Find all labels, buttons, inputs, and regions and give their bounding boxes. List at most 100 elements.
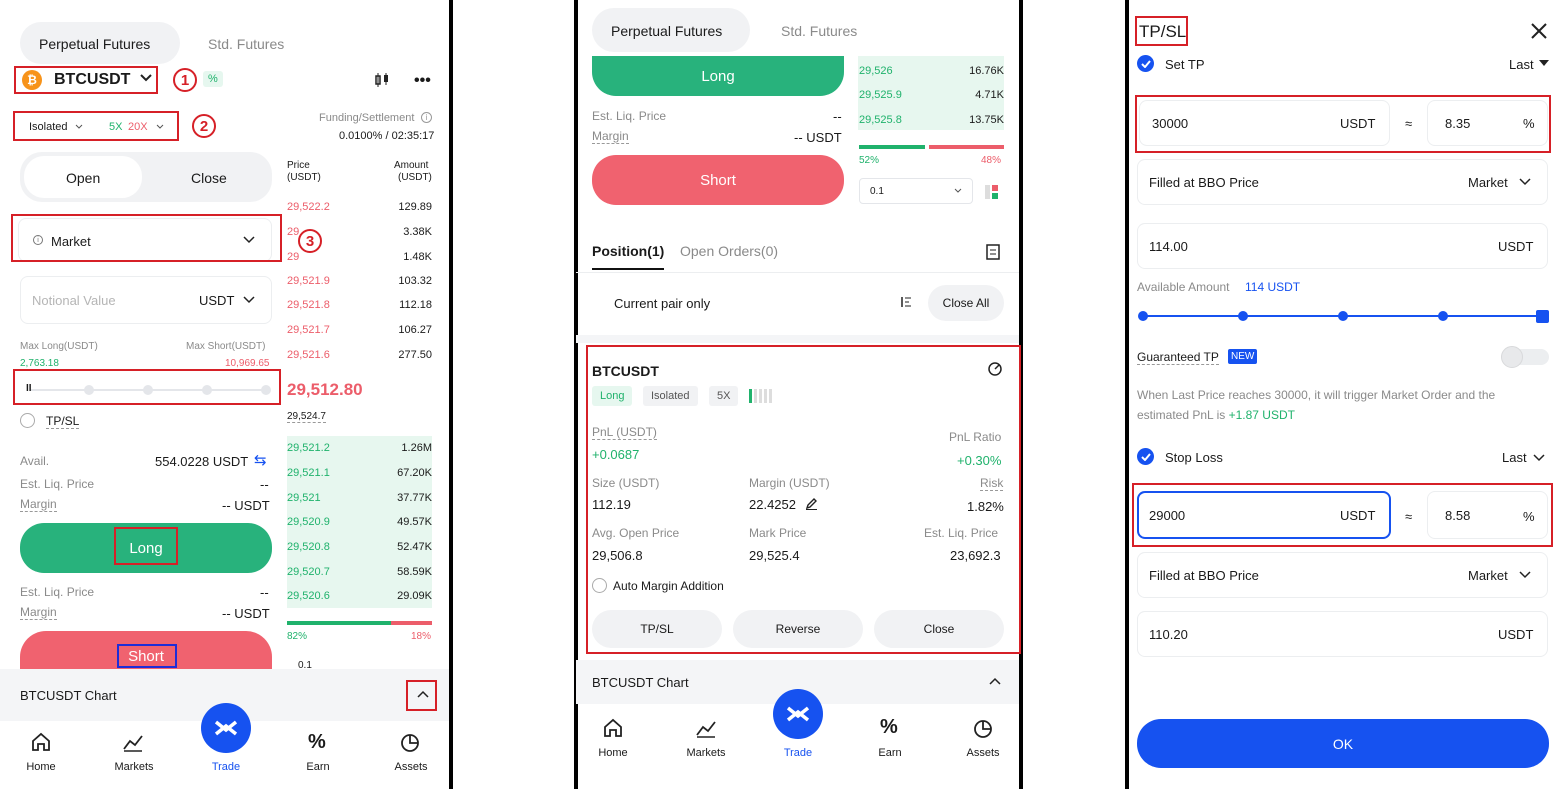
ask-price[interactable]: 29 xyxy=(287,251,300,263)
trade-icon[interactable] xyxy=(201,703,251,753)
ask-price[interactable]: 29,521.7 xyxy=(287,324,330,336)
sl-trigger-type[interactable]: Last xyxy=(1502,450,1527,465)
margin-mode-select[interactable]: Isolated xyxy=(29,121,68,133)
nav-earn[interactable]: Earn xyxy=(306,761,330,773)
current-pair-only[interactable]: Current pair only xyxy=(614,296,711,311)
ask-price[interactable]: 29,522.2 xyxy=(287,201,330,213)
orderbook-layout-icon[interactable] xyxy=(985,185,999,199)
ask-price[interactable]: 29,521.6 xyxy=(287,349,330,361)
tab-open-orders[interactable]: Open Orders(0) xyxy=(680,243,779,259)
nav-home[interactable]: Home xyxy=(26,761,56,773)
pie-chart-icon[interactable] xyxy=(972,717,994,739)
short-button[interactable]: Short xyxy=(20,631,272,669)
tab-std-futures[interactable]: Std. Futures xyxy=(208,36,285,52)
reverse-button[interactable]: Reverse xyxy=(733,610,863,648)
more-icon[interactable]: ••• xyxy=(414,72,431,89)
sl-amount-input[interactable] xyxy=(1137,611,1548,657)
slider-step[interactable] xyxy=(143,385,153,395)
tpsl-button[interactable]: TP/SL xyxy=(592,610,722,648)
chevron-up-icon[interactable] xyxy=(989,677,1001,685)
bid-price[interactable]: 29,520.7 xyxy=(287,566,330,578)
document-icon[interactable] xyxy=(986,244,1000,260)
bid-price[interactable]: 29,521 xyxy=(287,492,321,504)
ask-price[interactable]: 29 xyxy=(287,226,300,238)
depth-select[interactable]: 0.1 xyxy=(298,660,312,671)
trade-icon[interactable] xyxy=(773,689,823,739)
nav-trade[interactable]: Trade xyxy=(783,747,813,759)
nav-markets[interactable]: Markets xyxy=(114,761,154,773)
depth-select[interactable] xyxy=(859,178,973,204)
close-all-button[interactable]: Close All xyxy=(928,285,1004,321)
close-icon[interactable] xyxy=(1531,23,1547,39)
ask-price[interactable]: 29,521.9 xyxy=(287,275,330,287)
bid-price[interactable]: 29,526 xyxy=(859,65,893,77)
auto-margin-checkbox[interactable] xyxy=(592,578,607,593)
ask-price[interactable]: 29,521.8 xyxy=(287,299,330,311)
info-icon[interactable]: i xyxy=(421,112,432,123)
chevron-up-icon[interactable] xyxy=(417,690,429,698)
tab-std-futures[interactable]: Std. Futures xyxy=(781,23,858,39)
nav-assets[interactable]: Assets xyxy=(966,747,1000,759)
nav-assets[interactable]: Assets xyxy=(394,761,428,773)
home-icon[interactable] xyxy=(602,717,624,739)
nav-markets[interactable]: Markets xyxy=(686,747,726,759)
sl-percent-input[interactable] xyxy=(1427,491,1548,539)
bid-price[interactable]: 29,521.2 xyxy=(287,442,330,454)
percent-icon[interactable]: % xyxy=(880,716,898,738)
sl-order-type-select[interactable] xyxy=(1137,552,1548,598)
leverage-long[interactable]: 5X xyxy=(109,121,123,133)
set-tp-checkbox[interactable] xyxy=(1137,55,1154,72)
nav-earn[interactable]: Earn xyxy=(878,747,902,759)
pair-selector[interactable]: BTCUSDT xyxy=(54,71,131,88)
tp-order-type-select[interactable] xyxy=(1137,159,1548,205)
tp-price-input[interactable] xyxy=(1139,100,1390,146)
tab-perpetual-futures[interactable] xyxy=(20,22,180,64)
percent-icon[interactable]: % xyxy=(308,731,326,753)
tp-trigger-type[interactable]: Last xyxy=(1509,57,1534,72)
slider-step[interactable] xyxy=(1238,311,1248,321)
sort-icon[interactable] xyxy=(898,296,912,308)
tp-amount-input[interactable] xyxy=(1137,223,1548,269)
order-type-select[interactable] xyxy=(18,218,272,262)
info-icon: i xyxy=(33,235,43,245)
leverage-short[interactable]: 20X xyxy=(128,121,148,133)
close-position-button[interactable]: Close xyxy=(874,610,1004,648)
candlestick-icon[interactable] xyxy=(374,72,390,88)
tpsl-checkbox[interactable] xyxy=(20,413,35,428)
bid-price[interactable]: 29,521.1 xyxy=(287,467,330,479)
amount-slider-handle[interactable]: II xyxy=(26,383,32,394)
slider-step[interactable] xyxy=(1438,311,1448,321)
sl-price-input[interactable] xyxy=(1137,491,1391,539)
bid-price[interactable]: 29,525.9 xyxy=(859,89,902,101)
nav-trade[interactable]: Trade xyxy=(211,761,241,773)
stop-loss-checkbox[interactable] xyxy=(1137,448,1154,465)
slider-step[interactable] xyxy=(1138,311,1148,321)
notional-unit-select[interactable]: USDT xyxy=(199,293,235,308)
slider-handle[interactable] xyxy=(1536,310,1549,323)
share-icon[interactable] xyxy=(987,361,1003,377)
slider-step[interactable] xyxy=(261,385,271,395)
long-button[interactable]: Long xyxy=(592,56,844,96)
markets-icon[interactable] xyxy=(122,731,144,753)
pie-chart-icon[interactable] xyxy=(399,731,421,753)
bid-price[interactable]: 29,525.8 xyxy=(859,114,902,126)
transfer-icon[interactable]: ⇆ xyxy=(254,452,267,469)
slider-step[interactable] xyxy=(202,385,212,395)
tp-percent-input[interactable] xyxy=(1427,100,1548,146)
close-tab[interactable]: Close xyxy=(191,170,227,186)
bid-price[interactable]: 29,520.8 xyxy=(287,541,330,553)
open-tab[interactable] xyxy=(24,156,142,198)
slider-step[interactable] xyxy=(1338,311,1348,321)
edit-icon[interactable] xyxy=(805,497,818,510)
markets-icon[interactable] xyxy=(695,717,717,739)
tab-perpetual-futures[interactable] xyxy=(592,8,750,52)
short-button[interactable]: Short xyxy=(592,155,844,205)
bid-price[interactable]: 29,520.9 xyxy=(287,516,330,528)
ok-button[interactable]: OK xyxy=(1137,719,1549,768)
notional-input[interactable] xyxy=(20,276,272,324)
home-icon[interactable] xyxy=(30,731,52,753)
slider-step[interactable] xyxy=(84,385,94,395)
nav-home[interactable]: Home xyxy=(598,747,628,759)
bid-price[interactable]: 29,520.6 xyxy=(287,590,330,602)
tab-position[interactable]: Position(1) xyxy=(592,243,665,259)
